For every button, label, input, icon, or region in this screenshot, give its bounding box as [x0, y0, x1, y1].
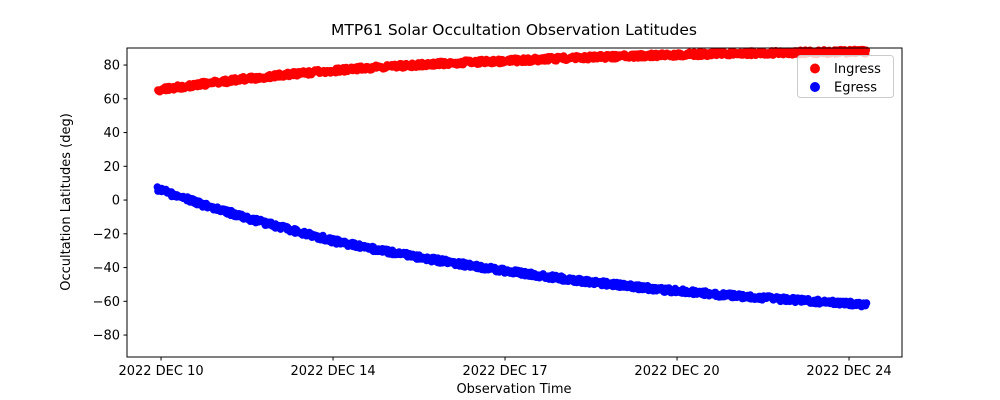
series-layer — [153, 45, 871, 311]
y-tick-label: 0 — [112, 194, 120, 209]
legend: Ingress Egress — [797, 55, 894, 98]
legend-frame — [797, 55, 894, 98]
x-tick-label: 2022 DEC 14 — [290, 364, 375, 379]
y-axis: 80 60 40 20 0 −20 −40 −60 −80 — [93, 59, 127, 344]
series-egress — [153, 183, 871, 311]
legend-label-ingress: Ingress — [834, 62, 881, 77]
x-tick-label: 2022 DEC 20 — [634, 364, 719, 379]
plot-border — [126, 47, 903, 358]
legend-label-egress: Egress — [834, 81, 877, 96]
y-tick-label: −40 — [93, 261, 120, 276]
y-tick-label: −20 — [93, 227, 120, 242]
y-axis-label: Occultation Latitudes (deg) — [59, 113, 74, 291]
legend-marker-ingress — [810, 63, 820, 74]
legend-marker-egress — [810, 82, 820, 92]
y-tick-label: 60 — [103, 92, 120, 107]
x-axis: 2022 DEC 10 2022 DEC 14 2022 DEC 17 2022 DE… — [118, 357, 892, 379]
y-tick-label: 20 — [103, 160, 120, 175]
x-tick-label: 2022 DEC 17 — [462, 364, 547, 379]
y-tick-label: 80 — [103, 59, 120, 74]
x-axis-label: Observation Time — [456, 382, 571, 397]
y-tick-label: −60 — [93, 295, 120, 310]
y-tick-label: −80 — [93, 329, 120, 344]
x-tick-label: 2022 DEC 10 — [118, 364, 203, 379]
x-tick-label: 2022 DEC 24 — [806, 364, 891, 379]
y-tick-label: 40 — [103, 126, 120, 141]
series-ingress — [154, 45, 871, 96]
chart-title: MTP61 Solar Occultation Observation Lati… — [331, 21, 697, 39]
